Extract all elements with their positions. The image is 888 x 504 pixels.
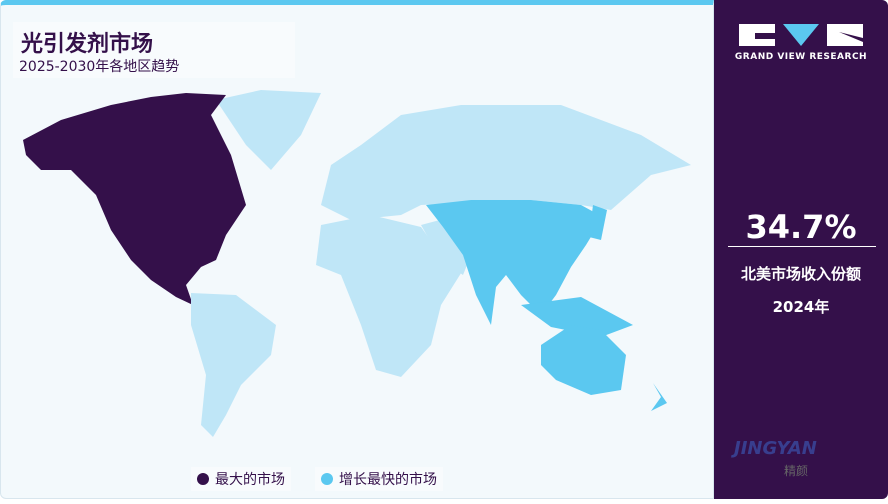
watermark-text: 精颜	[784, 464, 809, 478]
legend-item-largest: 最大的市场	[191, 467, 291, 491]
page-title: 光引发剂市场	[21, 32, 154, 57]
region-greenland	[216, 90, 321, 170]
region-africa	[316, 215, 463, 377]
stat-value: 34.7%	[745, 208, 857, 246]
legend-item-fastest: 增长最快的市场	[315, 467, 443, 491]
legend-dot-icon	[321, 473, 333, 485]
stat-label: 北美市场收入份额	[740, 265, 861, 283]
title-box: 光引发剂市场 2025-2030年各地区趋势	[13, 22, 295, 78]
region-south-america	[191, 293, 276, 437]
legend-label: 最大的市场	[215, 472, 285, 488]
watermark-logo: JINGYAN	[734, 438, 817, 459]
region-japan	[589, 205, 607, 240]
region-asia	[426, 200, 603, 325]
region-new-zealand	[651, 383, 667, 411]
legend-dot-icon	[197, 473, 209, 485]
world-map	[23, 90, 691, 437]
brand-name: GRAND VIEW RESEARCH	[734, 52, 868, 62]
stat-year: 2024年	[772, 298, 830, 316]
legend: 最大的市场 增长最快的市场	[191, 467, 443, 491]
page-subtitle: 2025-2030年各地区趋势	[19, 59, 180, 75]
region-europe-russia	[321, 105, 691, 220]
divider	[728, 246, 876, 247]
region-southeast-asia-islands	[521, 297, 633, 337]
region-north-america	[23, 93, 246, 305]
legend-label: 增长最快的市场	[339, 472, 437, 488]
map-panel: 光引发剂市场 2025-2030年各地区趋势 最大的市场 增长最快的市场	[0, 0, 714, 499]
gvr-logo-icon	[739, 24, 863, 46]
region-australia	[541, 325, 626, 395]
sidebar: GRAND VIEW RESEARCH 34.7% 北美市场收入份额 2024年…	[714, 0, 888, 499]
